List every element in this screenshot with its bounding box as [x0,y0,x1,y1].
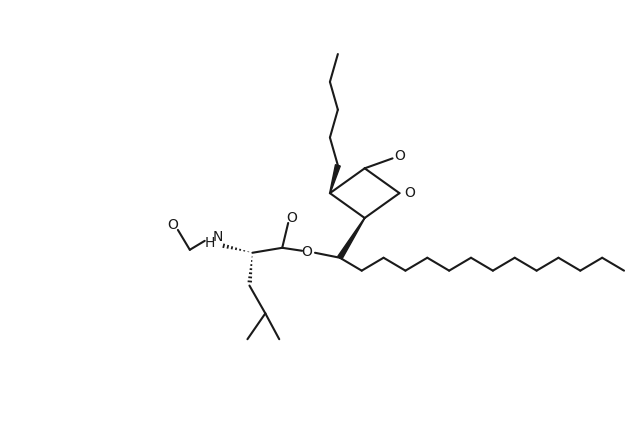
Text: O: O [394,149,405,163]
Text: H: H [205,236,215,250]
Text: O: O [167,218,178,232]
Polygon shape [338,218,365,259]
Text: O: O [302,245,313,259]
Text: N: N [212,230,223,244]
Text: O: O [404,186,415,200]
Polygon shape [330,164,340,193]
Text: O: O [287,211,297,225]
